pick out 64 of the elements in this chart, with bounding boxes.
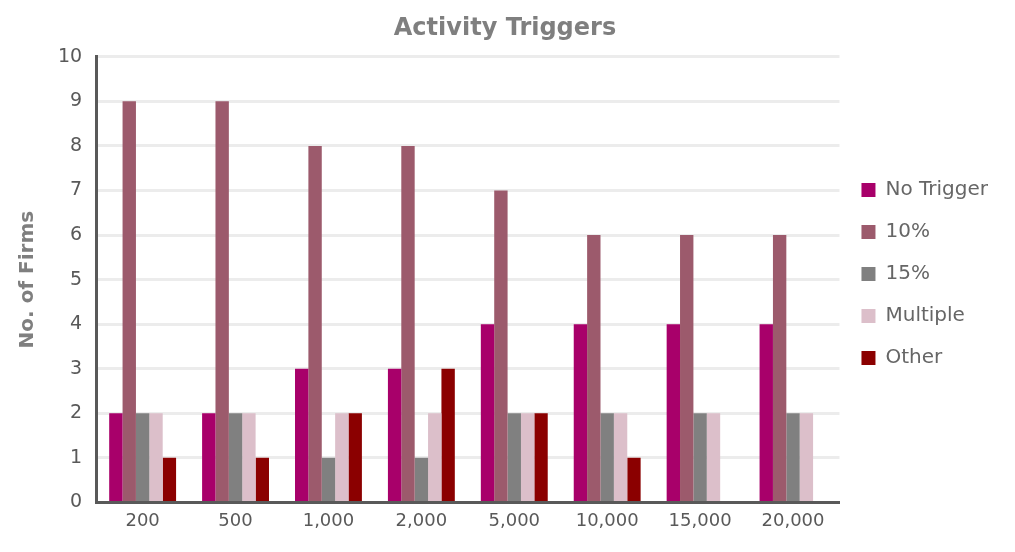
bar (428, 413, 442, 501)
y-axis-title: No. of Firms (14, 210, 39, 349)
bar (242, 413, 256, 501)
y-tick-label: 4 (70, 311, 83, 334)
x-tick-label: 500 (218, 508, 253, 530)
bar (401, 145, 415, 501)
x-tick-label: 20,000 (761, 508, 825, 530)
bar (759, 324, 773, 501)
x-tick-label: 2,000 (395, 508, 448, 530)
y-tick-label: 7 (70, 177, 83, 200)
y-tick-label: 10 (57, 43, 83, 66)
bar (215, 101, 229, 501)
y-tick-label: 1 (70, 444, 83, 467)
bar (600, 413, 614, 501)
x-tick-label: 1,000 (302, 508, 355, 530)
bar (693, 413, 707, 501)
bar (772, 235, 787, 501)
legend-label: 15% (885, 260, 930, 285)
bar (228, 413, 243, 501)
y-tick-label: 2 (70, 400, 83, 423)
y-tick-label: 9 (70, 88, 83, 111)
y-tick-label: 3 (70, 355, 83, 378)
y-tick-label: 5 (70, 266, 83, 289)
legend-label: 10% (885, 218, 930, 243)
x-tick-label: 200 (125, 508, 160, 530)
bar (321, 457, 336, 501)
bar (414, 457, 429, 501)
bar (627, 457, 641, 501)
bar (162, 457, 177, 501)
bar (255, 457, 269, 501)
bar (613, 413, 628, 501)
legend-label: Multiple (885, 302, 965, 327)
legend-label: No Trigger (885, 176, 989, 201)
bar (295, 368, 309, 501)
legend-label: Other (885, 344, 944, 369)
bar (786, 413, 800, 501)
y-tick-label: 0 (70, 489, 83, 512)
bar (534, 413, 548, 501)
y-tick-label: 8 (70, 132, 83, 155)
bar (308, 145, 322, 501)
x-tick-label: 10,000 (575, 508, 639, 530)
bar (202, 413, 216, 501)
y-tick-label: 6 (70, 221, 83, 244)
bar (680, 235, 694, 501)
bar (109, 413, 123, 501)
bar (135, 413, 150, 501)
bar (507, 413, 521, 501)
bar (587, 235, 601, 501)
bar (573, 324, 588, 501)
bar (335, 413, 349, 501)
x-tick-label: 15,000 (668, 508, 732, 530)
bar (122, 101, 136, 501)
chart-title: Activity Triggers (393, 12, 617, 41)
bar (666, 324, 681, 501)
bar (706, 413, 721, 501)
bar (480, 324, 495, 501)
bar (149, 413, 163, 501)
bar (494, 190, 508, 501)
bar (799, 413, 814, 501)
bar (520, 413, 535, 501)
x-tick-label: 5,000 (488, 508, 541, 530)
bar (387, 368, 402, 501)
bar (348, 413, 362, 501)
bar (441, 368, 455, 501)
